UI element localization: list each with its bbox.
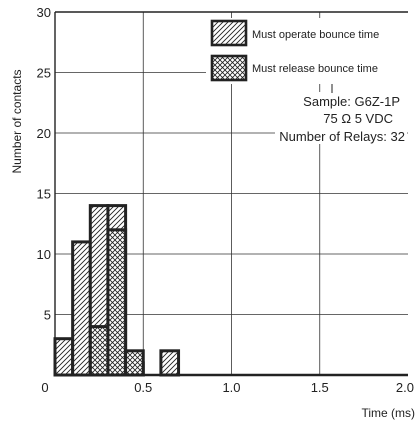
x-tick-label: 0.5 bbox=[134, 380, 152, 395]
x-tick-label: 1.0 bbox=[222, 380, 240, 395]
legend-swatch-diagonal bbox=[210, 19, 248, 47]
sample-annotation: Sample: G6Z-1P 75 Ω 5 VDC Number of Relays… bbox=[275, 80, 407, 144]
y-axis-label: Number of contacts bbox=[10, 69, 24, 173]
operate-bar bbox=[53, 337, 75, 377]
histogram-bars bbox=[53, 204, 181, 377]
x-tick-label: 1.5 bbox=[311, 380, 329, 395]
annotation-background bbox=[275, 92, 407, 144]
y-tick-label: 30 bbox=[37, 5, 51, 20]
x-tick-label: 2.0 bbox=[396, 380, 414, 395]
y-tick-label: 5 bbox=[44, 308, 51, 323]
y-tick-label: 25 bbox=[37, 66, 51, 81]
annotation-line-2: 75 Ω 5 VDC bbox=[323, 111, 393, 126]
y-tick-label: 20 bbox=[37, 126, 51, 141]
release-bar bbox=[124, 349, 145, 377]
release-bar bbox=[106, 228, 128, 377]
legend-label: Must operate bounce time bbox=[252, 29, 379, 41]
y-tick-label: 15 bbox=[37, 187, 51, 202]
legend-swatch-crosshatch bbox=[210, 54, 248, 82]
x-tick-label: 0 bbox=[41, 380, 48, 395]
annotation-line-1: Sample: G6Z-1P bbox=[303, 94, 400, 109]
x-axis-label: Time (ms) bbox=[361, 406, 415, 420]
legend-label: Must release bounce time bbox=[252, 63, 378, 75]
operate-bar bbox=[159, 349, 181, 377]
release-bar bbox=[88, 325, 110, 377]
y-tick-label: 10 bbox=[37, 247, 51, 262]
annotation-line-3: Number of Relays: 32 bbox=[279, 129, 405, 144]
legend: Must operate bounce time Must release bou… bbox=[206, 18, 408, 84]
operate-bar bbox=[71, 240, 92, 377]
axes: 5 10 15 20 25 30 0 0.5 1.0 1.5 2.0 Number of contac… bbox=[10, 5, 415, 420]
